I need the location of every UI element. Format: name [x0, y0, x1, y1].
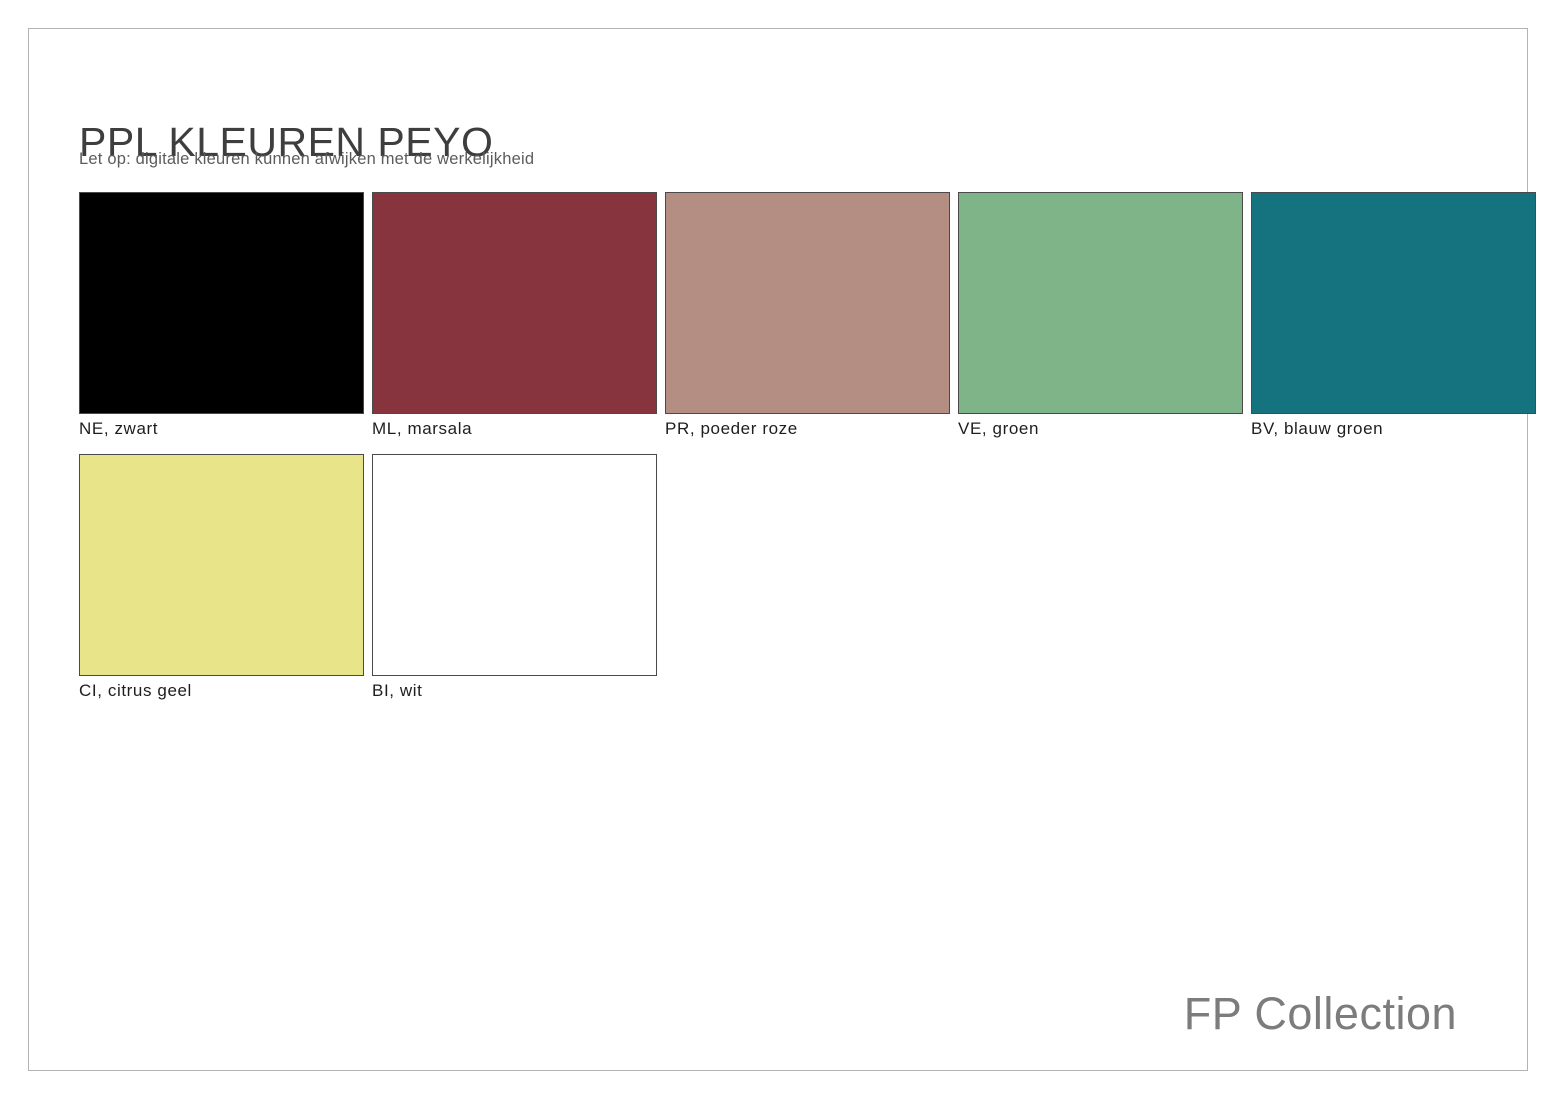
color-swatch-cell: PR, poeder roze	[665, 192, 950, 439]
page-subtitle: Let op: digitale kleuren kunnen afwijken…	[79, 150, 535, 168]
swatch-label: BI, wit	[372, 681, 423, 700]
color-swatch-cell: CI, citrus geel	[79, 454, 364, 701]
color-swatch	[1251, 192, 1536, 414]
footer-brand: FP Collection	[1183, 988, 1457, 1039]
swatch-label: VE, groen	[958, 419, 1040, 438]
color-swatch	[665, 192, 950, 414]
color-swatch-cell: BI, wit	[372, 454, 657, 701]
page-title: PPL KLEUREN PEYO	[79, 119, 494, 166]
swatch-label: CI, citrus geel	[79, 681, 192, 700]
color-swatch	[372, 454, 657, 676]
swatch-label: BV, blauw groen	[1251, 419, 1384, 438]
color-swatch-cell: NE, zwart	[79, 192, 364, 439]
swatch-label: PR, poeder roze	[665, 419, 798, 438]
color-swatch	[79, 454, 364, 676]
swatch-label: ML, marsala	[372, 419, 473, 438]
color-swatch-cell: VE, groen	[958, 192, 1243, 439]
swatch-label: NE, zwart	[79, 419, 159, 438]
color-swatch-cell: BV, blauw groen	[1251, 192, 1536, 439]
page-frame: PPL KLEUREN PEYO Let op: digitale kleure…	[28, 28, 1536, 1071]
color-swatch-cell: ML, marsala	[372, 192, 657, 439]
color-swatch	[79, 192, 364, 414]
color-swatch	[958, 192, 1243, 414]
color-swatch-grid: NE, zwart ML, marsala PR, poeder roze VE…	[79, 192, 1541, 701]
color-swatch	[372, 192, 657, 414]
